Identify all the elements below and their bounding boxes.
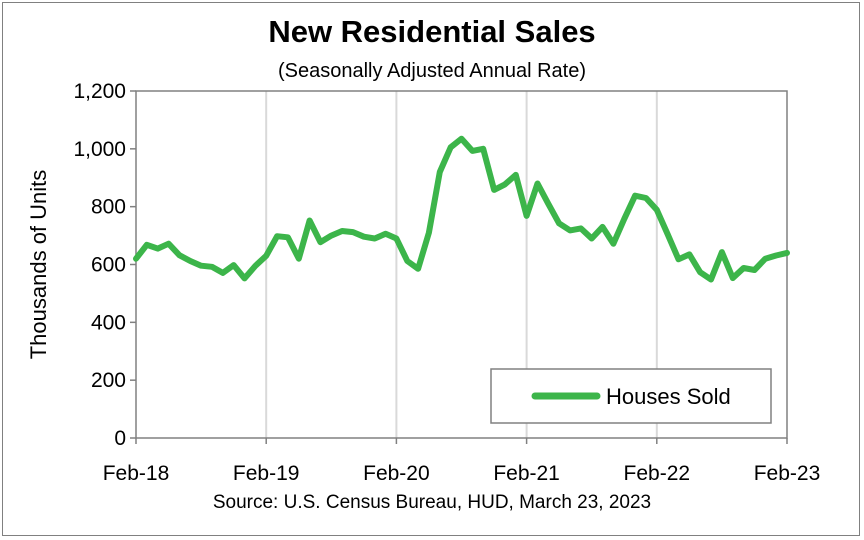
y-tick-label-4: 800 bbox=[91, 196, 126, 219]
x-axis-ticks: Feb-18 Feb-19 Feb-20 Feb-21 Feb-22 Feb-23 bbox=[103, 438, 821, 485]
source-note: Source: U.S. Census Bureau, HUD, March 2… bbox=[212, 492, 652, 513]
y-axis-ticks: 0 200 400 600 800 1,000 1,200 bbox=[73, 80, 136, 450]
y-tick-label-5: 1,000 bbox=[73, 138, 126, 161]
x-tick-label-0: Feb-18 bbox=[103, 462, 170, 485]
y-tick-label-6: 1,200 bbox=[73, 80, 126, 103]
x-tick-label-1: Feb-19 bbox=[233, 462, 300, 485]
legend: Houses Sold bbox=[490, 368, 772, 424]
x-tick-label-3: Feb-21 bbox=[493, 462, 560, 485]
x-tick-label-2: Feb-20 bbox=[363, 462, 430, 485]
x-tick-label-4: Feb-22 bbox=[624, 462, 691, 485]
y-tick-label-2: 400 bbox=[91, 311, 126, 334]
y-tick-label-1: 200 bbox=[91, 369, 126, 392]
legend-label-houses-sold: Houses Sold bbox=[606, 384, 731, 409]
series-layer bbox=[133, 135, 790, 283]
x-tick-label-5: Feb-23 bbox=[754, 462, 821, 485]
chart-title: New Residential Sales bbox=[268, 14, 596, 49]
y-tick-label-3: 600 bbox=[91, 254, 126, 277]
y-tick-label-0: 0 bbox=[114, 427, 126, 450]
y-axis-label: Thousands of Units bbox=[26, 170, 51, 360]
series-line-houses-sold bbox=[133, 135, 790, 283]
chart-subtitle: (Seasonally Adjusted Annual Rate) bbox=[278, 60, 586, 82]
